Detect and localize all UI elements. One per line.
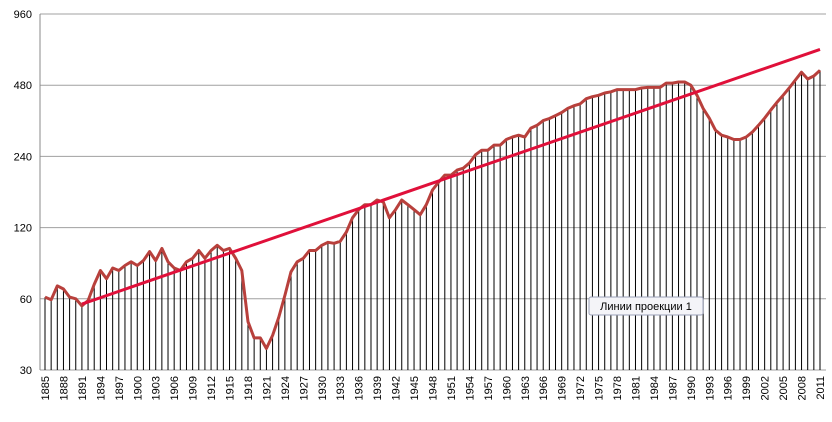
x-tick-label: 2002	[760, 376, 772, 400]
x-tick-label: 1945	[409, 376, 421, 400]
x-tick-label: 1939	[372, 376, 384, 400]
x-tick-label: 1891	[77, 376, 89, 400]
x-tick-label: 1900	[132, 376, 144, 400]
x-tick-label: 1918	[243, 376, 255, 400]
x-tick-label: 1909	[188, 376, 200, 400]
y-tick-label: 480	[14, 80, 32, 92]
y-tick-label: 30	[20, 365, 32, 377]
x-tick-label: 1996	[723, 376, 735, 400]
x-tick-label: 1906	[169, 376, 181, 400]
x-tick-label: 1927	[298, 376, 310, 400]
x-tick-label: 2005	[778, 376, 790, 400]
x-tick-label: 1894	[95, 376, 107, 400]
x-tick-label: 1960	[501, 376, 513, 400]
x-tick-label: 1990	[686, 376, 698, 400]
x-tick-label: 1999	[741, 376, 753, 400]
x-tick-label: 1903	[151, 376, 163, 400]
x-tick-label: 1885	[40, 376, 52, 400]
x-tick-label: 1987	[667, 376, 679, 400]
x-tick-label: 1948	[428, 376, 440, 400]
x-tick-label: 1972	[575, 376, 587, 400]
x-tick-label: 1930	[317, 376, 329, 400]
x-tick-label: 2008	[797, 376, 809, 400]
x-tick-label: 1921	[261, 376, 273, 400]
x-tick-label: 1942	[391, 376, 403, 400]
x-tick-label: 1963	[520, 376, 532, 400]
x-tick-label: 1966	[538, 376, 550, 400]
y-tick-label: 120	[14, 223, 32, 235]
x-tick-label: 1969	[557, 376, 569, 400]
x-tick-label: 1981	[630, 376, 642, 400]
x-tick-label: 1936	[354, 376, 366, 400]
annotation-box	[588, 296, 704, 316]
x-tick-label: 1912	[206, 376, 218, 400]
y-tick-label: 240	[14, 151, 32, 163]
y-tick-label: 960	[14, 9, 32, 21]
x-tick-label: 1975	[594, 376, 606, 400]
x-tick-label: 1978	[612, 376, 624, 400]
x-tick-label: 2011	[815, 376, 827, 400]
x-tick-label: 1915	[225, 376, 237, 400]
x-tick-label: 1888	[58, 376, 70, 400]
y-tick-label: 60	[20, 294, 32, 306]
x-tick-label: 1933	[335, 376, 347, 400]
x-tick-label: 1924	[280, 376, 292, 400]
x-tick-label: 1954	[464, 376, 476, 400]
x-tick-label: 1993	[704, 376, 716, 400]
data-line	[44, 69, 822, 350]
x-tick-label: 1897	[114, 376, 126, 400]
x-tick-label: 1984	[649, 376, 661, 400]
trend-line	[81, 48, 821, 306]
x-tick-label: 1951	[446, 376, 458, 400]
annotation: Линии проекции 1	[600, 301, 692, 313]
x-tick-label: 1957	[483, 376, 495, 400]
